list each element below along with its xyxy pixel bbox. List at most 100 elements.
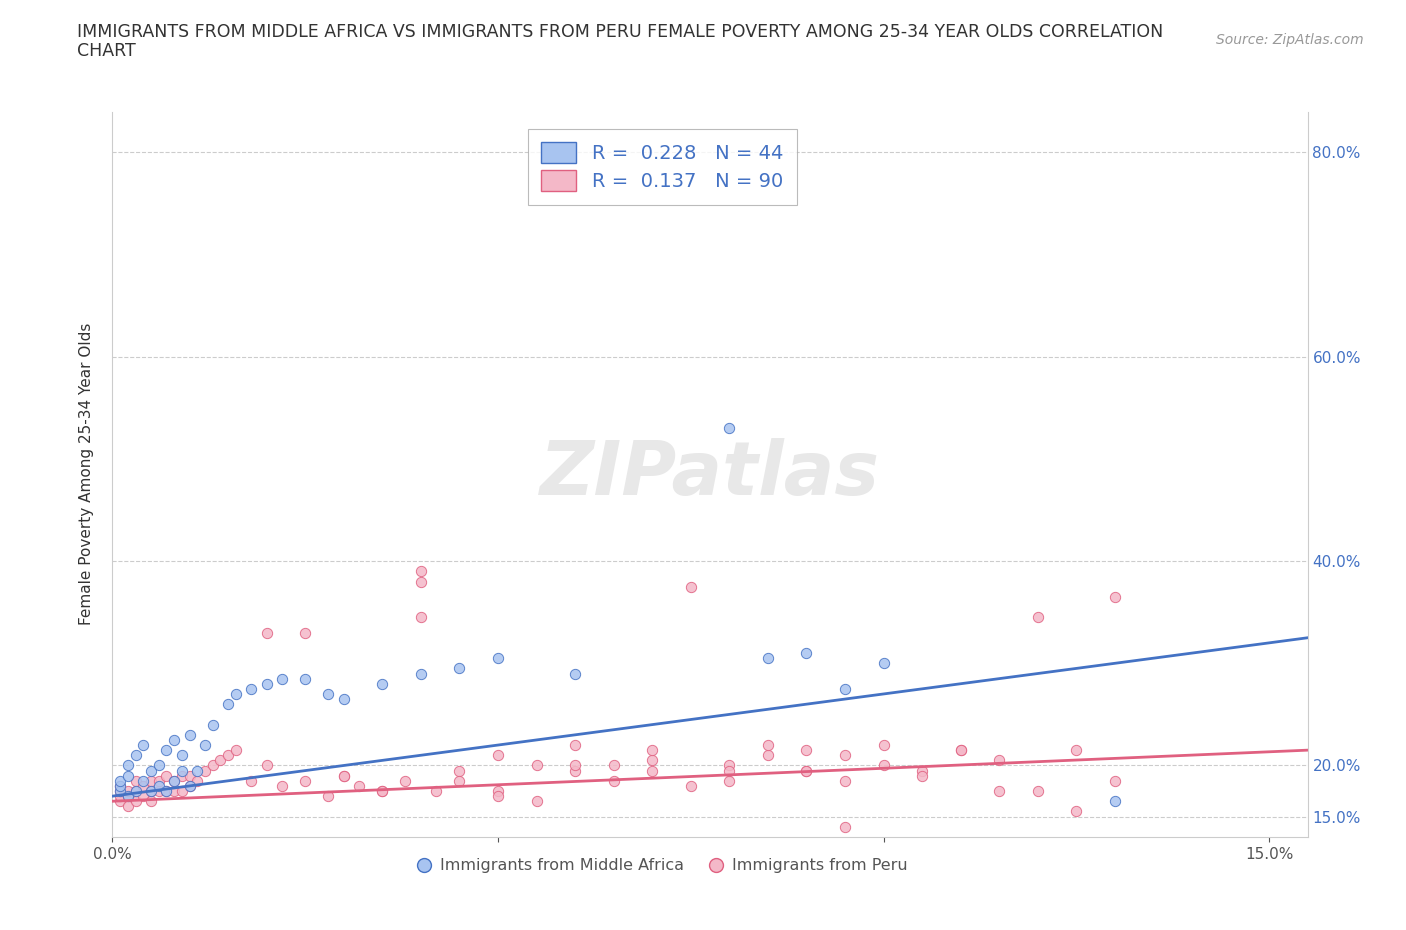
Point — [564, 737, 586, 752]
Point — [170, 764, 193, 778]
Point — [139, 774, 162, 789]
Point — [1104, 774, 1126, 789]
Point — [132, 789, 155, 804]
Point — [988, 753, 1011, 768]
Point — [170, 784, 193, 799]
Point — [1064, 804, 1087, 819]
Text: IMMIGRANTS FROM MIDDLE AFRICA VS IMMIGRANTS FROM PERU FEMALE POVERTY AMONG 25-34: IMMIGRANTS FROM MIDDLE AFRICA VS IMMIGRA… — [77, 23, 1164, 41]
Legend: Immigrants from Middle Africa, Immigrants from Peru: Immigrants from Middle Africa, Immigrant… — [411, 852, 914, 880]
Point — [564, 666, 586, 681]
Point — [148, 778, 170, 793]
Point — [409, 610, 432, 625]
Point — [679, 778, 702, 793]
Point — [872, 758, 894, 773]
Point — [949, 743, 972, 758]
Point — [834, 682, 856, 697]
Point — [1026, 784, 1049, 799]
Point — [163, 733, 186, 748]
Point — [179, 778, 201, 793]
Point — [486, 651, 509, 666]
Point — [333, 692, 356, 707]
Point — [718, 774, 741, 789]
Text: Source: ZipAtlas.com: Source: ZipAtlas.com — [1216, 33, 1364, 46]
Point — [271, 671, 294, 686]
Point — [124, 784, 146, 799]
Point — [163, 784, 186, 799]
Point — [225, 743, 247, 758]
Point — [117, 799, 139, 814]
Point — [834, 748, 856, 763]
Point — [139, 764, 162, 778]
Point — [872, 737, 894, 752]
Point — [834, 774, 856, 789]
Point — [294, 774, 316, 789]
Point — [117, 789, 139, 804]
Point — [163, 774, 186, 789]
Point — [718, 764, 741, 778]
Point — [449, 774, 471, 789]
Point — [256, 758, 278, 773]
Point — [201, 758, 224, 773]
Point — [155, 743, 177, 758]
Point — [148, 758, 170, 773]
Point — [872, 656, 894, 671]
Point — [371, 784, 394, 799]
Point — [148, 784, 170, 799]
Point — [318, 686, 340, 701]
Point — [949, 743, 972, 758]
Point — [225, 686, 247, 701]
Point — [294, 671, 316, 686]
Point — [526, 794, 548, 809]
Point — [256, 625, 278, 640]
Point — [108, 778, 131, 793]
Point — [117, 758, 139, 773]
Point — [564, 758, 586, 773]
Point — [294, 625, 316, 640]
Point — [170, 768, 193, 783]
Point — [602, 774, 624, 789]
Point — [139, 784, 162, 799]
Point — [194, 764, 217, 778]
Point — [988, 784, 1011, 799]
Text: CHART: CHART — [77, 42, 136, 60]
Point — [108, 778, 131, 793]
Point — [796, 764, 818, 778]
Point — [271, 778, 294, 793]
Point — [641, 764, 664, 778]
Point — [108, 774, 131, 789]
Point — [449, 661, 471, 676]
Point — [217, 697, 239, 711]
Point — [486, 789, 509, 804]
Point — [425, 784, 447, 799]
Point — [240, 682, 263, 697]
Point — [124, 774, 146, 789]
Point — [718, 758, 741, 773]
Y-axis label: Female Poverty Among 25-34 Year Olds: Female Poverty Among 25-34 Year Olds — [79, 323, 94, 626]
Point — [217, 748, 239, 763]
Point — [756, 748, 779, 763]
Point — [1026, 610, 1049, 625]
Point — [1064, 743, 1087, 758]
Point — [318, 789, 340, 804]
Point — [834, 819, 856, 834]
Point — [240, 774, 263, 789]
Point — [139, 794, 162, 809]
Point — [124, 794, 146, 809]
Point — [409, 564, 432, 578]
Point — [170, 748, 193, 763]
Point — [155, 768, 177, 783]
Point — [117, 768, 139, 783]
Point — [333, 768, 356, 783]
Point — [756, 651, 779, 666]
Point — [911, 764, 934, 778]
Point — [179, 768, 201, 783]
Point — [179, 778, 201, 793]
Point — [194, 737, 217, 752]
Point — [718, 421, 741, 436]
Point — [117, 784, 139, 799]
Point — [371, 676, 394, 691]
Point — [602, 758, 624, 773]
Point — [1104, 794, 1126, 809]
Point — [163, 774, 186, 789]
Point — [756, 737, 779, 752]
